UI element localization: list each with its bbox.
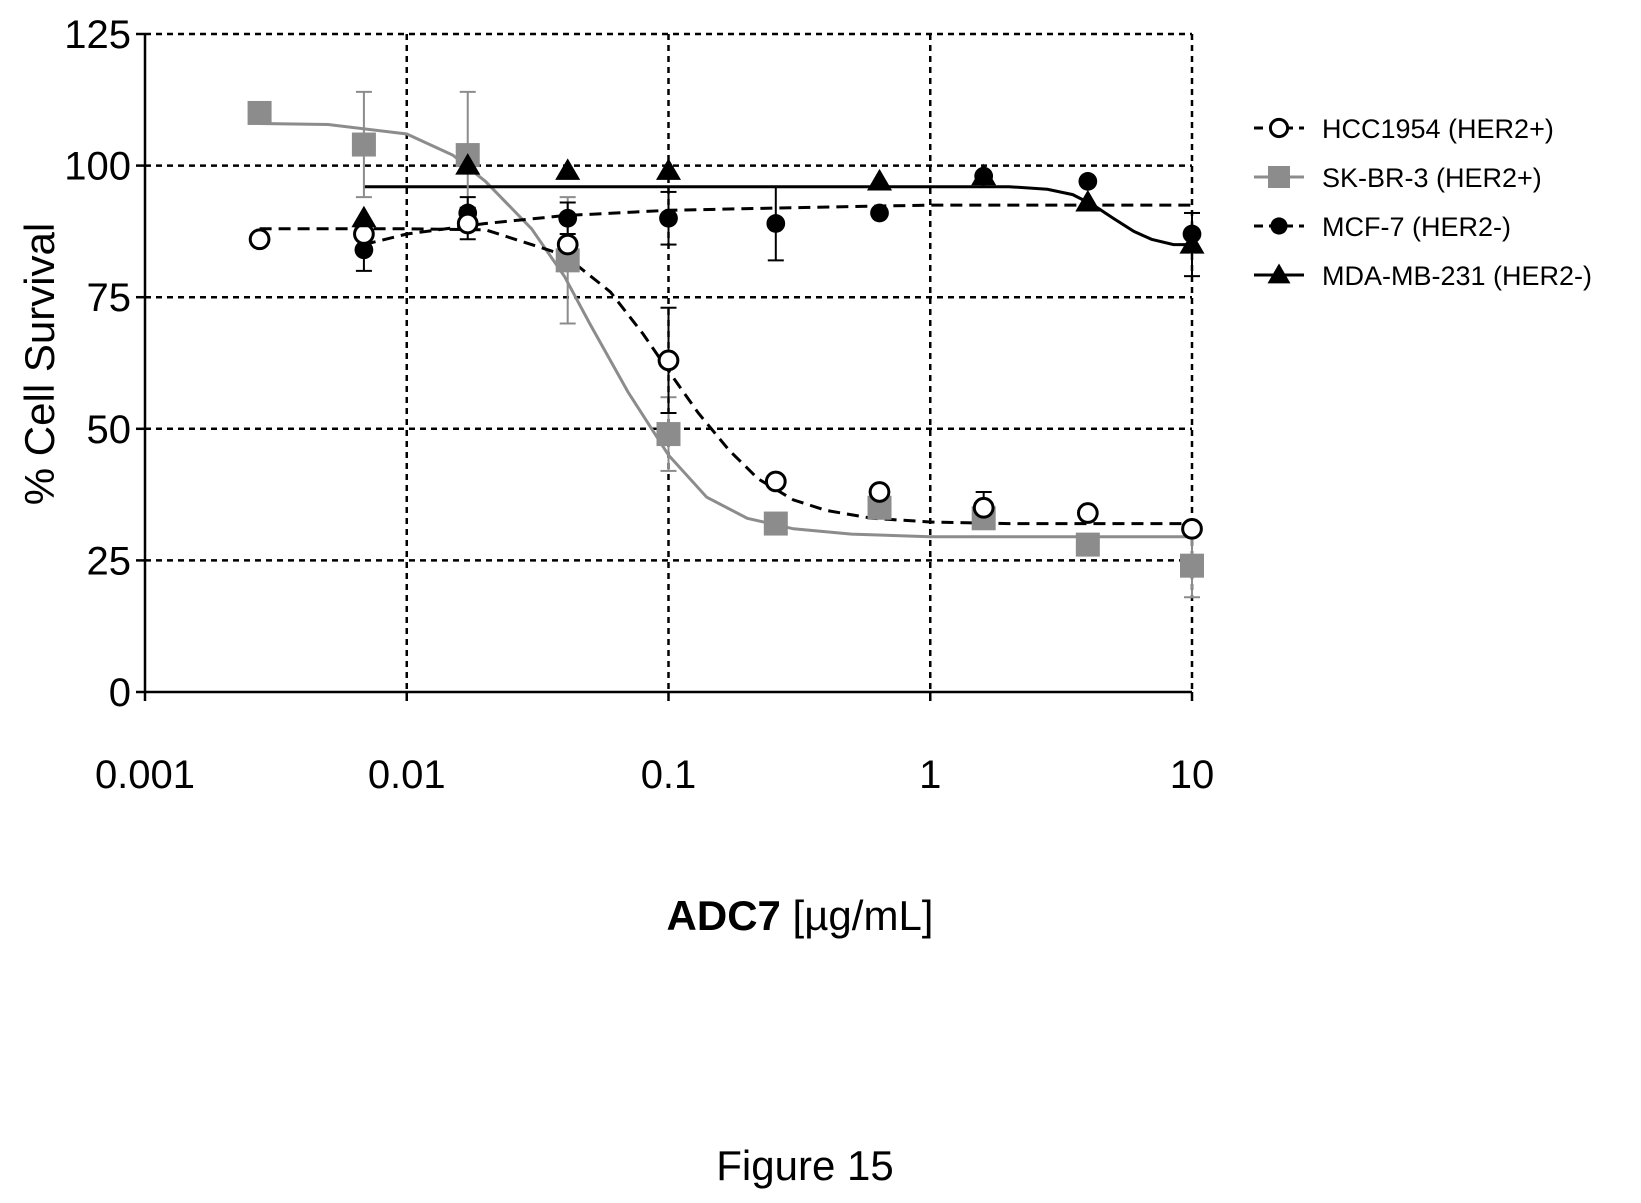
data-point [659, 208, 678, 228]
data-point [558, 208, 578, 228]
data-point [354, 240, 374, 260]
x-tick-labels: 0.001 0.01 0.1 1 10 [95, 692, 1214, 797]
data-point [870, 203, 889, 223]
legend-label: MCF-7 (HER2-) [1322, 212, 1511, 242]
data-point [456, 212, 479, 235]
y-tick-label: 125 [64, 13, 131, 57]
data-point [655, 158, 682, 180]
x-tick-label: 1 [919, 753, 941, 797]
data-points [247, 100, 1205, 578]
legend-marker [1270, 217, 1288, 235]
y-tick-label: 0 [109, 671, 131, 715]
data-point [1078, 172, 1098, 191]
data-point [766, 214, 786, 233]
x-axis-title-unit: [µg/mL] [781, 892, 934, 939]
figure-caption: Figure 15 [716, 1142, 893, 1189]
legend-label: MDA-MB-231 (HER2-) [1322, 261, 1592, 291]
x-tick-label: 0.01 [368, 753, 446, 797]
data-point [1180, 553, 1204, 578]
data-point [868, 481, 891, 503]
data-point [1179, 232, 1205, 254]
y-tick-label: 25 [87, 539, 132, 583]
data-point [351, 132, 376, 157]
data-point [866, 168, 893, 191]
data-point [455, 153, 481, 175]
grid-lines [145, 32, 1194, 692]
x-tick-label: 0.001 [95, 753, 195, 797]
legend-label: SK-BR-3 (HER2+) [1322, 163, 1542, 193]
fit-curve [363, 203, 1192, 247]
legend-marker [1267, 263, 1291, 284]
data-point [556, 233, 579, 256]
y-tick-label: 100 [64, 145, 131, 189]
y-axis-title: % Cell Survival [16, 223, 63, 505]
data-point [248, 228, 271, 251]
data-point [1075, 189, 1101, 212]
x-axis-title: ADC7 [µg/mL] [667, 892, 934, 939]
data-point [247, 100, 272, 125]
data-point [555, 248, 580, 273]
y-tick-labels: 0 25 50 75 100 125 [64, 13, 145, 715]
data-point [351, 205, 377, 228]
data-point [656, 422, 681, 447]
fit-curves [259, 122, 1192, 539]
x-tick-label: 0.1 [641, 753, 697, 797]
data-point [657, 349, 680, 372]
data-point [1076, 502, 1099, 524]
data-point [763, 511, 788, 536]
data-point [1181, 517, 1203, 540]
legend-marker [1268, 117, 1290, 139]
x-tick-label: 10 [1170, 753, 1215, 797]
data-point [1075, 532, 1100, 557]
x-axis-title-bold: ADC7 [667, 892, 781, 939]
y-tick-label: 75 [87, 276, 132, 320]
data-point [972, 496, 995, 519]
legend-marker [1268, 166, 1290, 188]
data-point [764, 470, 787, 493]
fit-curve [259, 227, 1192, 526]
data-point [353, 223, 375, 245]
data-point [971, 163, 997, 186]
fit-curve [259, 122, 1192, 539]
data-point [555, 158, 581, 180]
legend: HCC1954 (HER2+) SK-BR-3 (HER2+) MCF-7 (HER… [1254, 114, 1592, 291]
legend-label: HCC1954 (HER2+) [1322, 114, 1554, 144]
y-tick-label: 50 [87, 408, 132, 452]
